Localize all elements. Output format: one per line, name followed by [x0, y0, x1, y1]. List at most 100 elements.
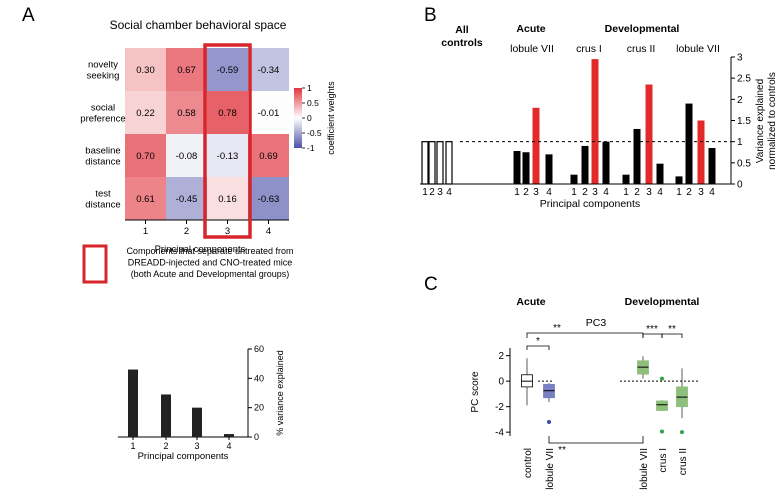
b-x-tick-label: 2 — [686, 187, 692, 198]
sig-label: ** — [668, 324, 676, 335]
sig-label: ** — [558, 445, 566, 456]
box-flier — [680, 430, 684, 435]
pc-bar — [685, 103, 693, 184]
box-flier — [660, 429, 664, 434]
colorbar-bar — [294, 88, 302, 148]
heatmap-cell — [207, 91, 248, 134]
heatmap-cell-value: 0.58 — [177, 108, 196, 119]
heatmap-cell — [166, 91, 207, 134]
box-flier — [547, 419, 551, 424]
control-bar — [436, 141, 444, 185]
pc-bar — [622, 174, 630, 184]
legend-text: Components that separate untreated from D… — [126, 246, 293, 279]
c-y-tick-label: 2 — [498, 351, 504, 362]
heatmap-row-label: distance — [85, 157, 120, 168]
b-xlabel: Principal components — [540, 198, 640, 210]
pc3-bar — [697, 120, 705, 184]
b-x-tick-label: 3 — [437, 187, 443, 198]
colorbar-tick-label: -0.5 — [307, 128, 322, 138]
heatmap-cell — [125, 177, 166, 220]
pc3-bar — [645, 84, 653, 184]
pc-bar — [513, 150, 521, 184]
b-sub-label: crus I — [576, 43, 602, 55]
b-x-tick-label: 1 — [514, 187, 520, 198]
var-y-tick-label: 40 — [254, 373, 264, 383]
colorbar-tick-label: 0.5 — [307, 98, 319, 108]
b-x-tick-label: 4 — [657, 187, 663, 198]
b-x-tick-label: 2 — [523, 187, 529, 198]
b-x-tick-label: 4 — [546, 187, 552, 198]
c-x-tick-label: crus I — [658, 448, 669, 472]
heatmap-cell — [248, 48, 289, 91]
heatmap-cell-value: 0.16 — [218, 194, 237, 205]
pc-bar — [570, 174, 578, 184]
heatmap-cell — [166, 48, 207, 91]
heatmap-cell-value: 0.78 — [218, 108, 237, 119]
var-x-tick-label: 2 — [163, 441, 168, 451]
heatmap-row-label: distance — [85, 200, 120, 211]
heatmap-x-tick-label: 4 — [266, 226, 271, 237]
heatmap: 0.30 0.67 -0.59 -0.34 0.22 0.58 0.78 -0.01 0.70 -… — [80, 43, 289, 239]
var-x-tick-label: 3 — [194, 441, 199, 451]
b-x-tick-label: 1 — [571, 187, 577, 198]
heatmap-row-label: novelty — [88, 60, 118, 71]
colorbar-tick-label: 1 — [307, 83, 312, 93]
var-bar — [192, 407, 202, 437]
b-x-tick-label: 2 — [429, 187, 435, 198]
var-y-tick-label: 0 — [254, 432, 259, 442]
heatmap-cell-value: 0.67 — [177, 65, 196, 76]
heatmap-row-label: social — [91, 103, 115, 114]
b-ylabel-line1: Variance explained — [755, 79, 766, 163]
heatmap-cell-value: 0.69 — [259, 151, 278, 162]
sig-label: ** — [553, 323, 561, 334]
pc-bar — [675, 176, 683, 184]
b-x-tick-label: 3 — [592, 187, 598, 198]
b-x-tick-label: 3 — [698, 187, 704, 198]
heatmap-x-tick-label: 1 — [143, 226, 148, 237]
var-x-tick-label: 1 — [130, 441, 135, 451]
heatmap-cell — [248, 177, 289, 220]
b-y-tick-label: 2.5 — [737, 74, 751, 85]
heatmap-cell-value: -0.13 — [217, 151, 239, 162]
c-x-tick-label: lobule VII — [545, 448, 556, 490]
heatmap-cell — [248, 134, 289, 177]
var-ylabel: % variance explained — [275, 350, 285, 436]
b-sub-label: crus II — [627, 43, 656, 55]
sig-bracket — [548, 436, 644, 444]
heatmap-cell-value: -0.01 — [258, 108, 280, 119]
b-y-tick-label: 0.5 — [737, 158, 751, 169]
legend-swatch — [82, 244, 108, 284]
pc-bar — [708, 148, 716, 184]
sig-label: * — [536, 336, 540, 347]
b-y-tick-label: 0 — [737, 180, 743, 191]
b-x-tick-label: 1 — [676, 187, 682, 198]
c-x-tick-label: lobule VII — [639, 448, 650, 490]
heatmap-cell-value: -0.34 — [258, 65, 280, 76]
var-x-tick-label: 4 — [226, 441, 231, 451]
heatmap-cell — [125, 91, 166, 134]
panel-b-chart: 1 2 3 4 1 2 3 4 1 2 3 4 1 2 3 4 1 2 3 400.511.522.53Varianc… — [420, 23, 778, 210]
heatmap-row-label: baseline — [85, 146, 120, 157]
b-x-tick-label: 1 — [422, 187, 428, 198]
heatmap-cell — [125, 134, 166, 177]
b-group-acute: Acute — [516, 23, 545, 35]
c-y-tick-label: 0 — [498, 377, 504, 388]
var-bar — [224, 434, 234, 437]
b-y-tick-label: 2 — [737, 95, 743, 106]
pc-bar — [522, 152, 530, 184]
c-group-developmental: Developmental — [625, 296, 700, 308]
panel-b-letter: B — [424, 5, 437, 26]
heatmap-cell-value: -0.59 — [217, 65, 239, 76]
sig-bracket — [526, 332, 644, 338]
heatmap-x-tick-label: 2 — [184, 226, 189, 237]
highlight-box — [203, 43, 252, 239]
legend-line: (both Acute and Developmental groups) — [131, 269, 290, 279]
var-y-tick-label: 60 — [254, 344, 264, 354]
colorbar-tick-label: 0 — [307, 113, 312, 123]
pc-bar — [545, 154, 553, 184]
box-body — [656, 400, 668, 411]
c-x-tick-label: control — [523, 448, 534, 478]
c-x-tick-label: crus II — [678, 448, 689, 475]
